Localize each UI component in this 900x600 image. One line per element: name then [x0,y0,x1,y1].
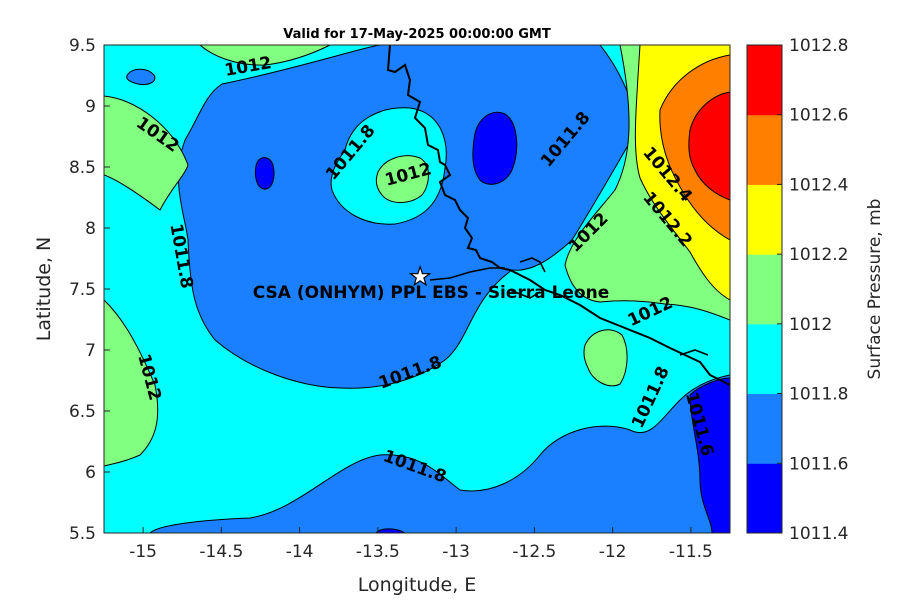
y-axis: 9.5 9 8.5 8 7.5 7 6.5 6 5.5 [69,36,110,544]
colorbar-band [747,184,782,255]
region-1011-4-oval [472,111,518,185]
y-tick-label: 9.5 [69,36,96,56]
colorbar-band [747,393,782,464]
y-tick-label: 5.5 [69,524,96,544]
region-1012-patch-southeast [583,329,628,387]
x-tick-label: -15 [129,542,157,562]
x-axis: -15 -14.5 -14 -13.5 -13 -12.5 -12 -11.5 [129,527,713,562]
y-tick-label: 7.5 [69,280,96,300]
colorbar-tick-label: 1012.2 [789,245,848,265]
contour-fill-layer [104,45,730,533]
region-1011-4-southeast [689,377,730,533]
colorbar-ticks: 1012.8 1012.6 1012.4 1012.2 1012 1011.8 1011.6… [777,36,848,544]
region-1012-island [375,155,429,203]
x-tick-label: -14.5 [199,542,243,562]
site-label: CSA (ONHYM) PPL EBS - Sierra Leone [253,283,610,303]
colorbar-band [747,45,782,116]
region-1012-top [199,45,331,66]
colorbar-tick-label: 1011.4 [789,524,848,544]
colorbar-frame [746,44,783,534]
x-axis-label: Longitude, E [358,574,477,596]
x-tick-label: -11.5 [669,542,713,562]
y-tick-label: 8.5 [69,158,96,178]
x-tick-label: -12.5 [512,542,556,562]
colorbar-band [747,323,782,395]
colorbar-label: Surface Pressure, mb [865,199,885,380]
colorbar-tick-label: 1012.6 [789,106,848,126]
colorbar-tick-label: 1012 [789,315,832,335]
colorbar-tick-label: 1011.6 [789,454,848,474]
colorbar-band [747,463,782,534]
colorbar [747,45,782,534]
region-1012-6 [688,91,730,201]
x-tick-label: -13.5 [356,542,400,562]
region-1011-4-dot [254,157,275,190]
y-tick-label: 9 [85,97,96,117]
colorbar-band [747,254,782,325]
x-tick-label: -12 [599,542,627,562]
coastline [386,45,730,386]
y-tick-label: 6 [85,463,96,483]
colorbar-tick-label: 1012.8 [789,36,848,56]
colorbar-band [747,114,782,185]
region-1012-west [104,299,159,467]
y-axis-label: Latitude, N [33,237,55,342]
chart-title: Valid for 17-May-2025 00:00:00 GMT [283,27,551,42]
colorbar-tick-label: 1012.4 [789,175,848,195]
site-star-marker [408,264,432,287]
region-1012-northwest [104,95,189,211]
region-1011-6-south [149,374,730,533]
y-tick-label: 6.5 [69,402,96,422]
x-tick-label: -13 [442,542,470,562]
y-tick-label: 8 [85,219,96,239]
y-tick-label: 7 [85,341,96,361]
x-tick-label: -14 [286,542,314,562]
colorbar-tick-label: 1011.8 [789,385,848,405]
region-1011-6-dot-west [126,68,156,85]
